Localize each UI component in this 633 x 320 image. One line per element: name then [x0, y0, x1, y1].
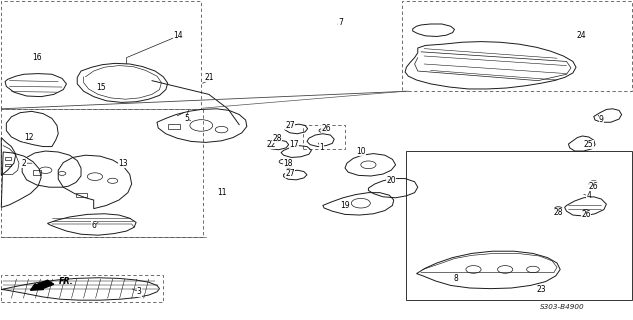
Text: 27: 27 [285, 121, 295, 130]
Text: 9: 9 [599, 115, 604, 124]
Text: 22: 22 [266, 140, 276, 149]
Text: 24: 24 [576, 31, 586, 40]
Text: 5: 5 [184, 114, 189, 123]
Text: 25: 25 [584, 140, 594, 149]
Text: 13: 13 [118, 159, 128, 168]
Text: 19: 19 [340, 201, 350, 210]
Bar [1, 1, 201, 109]
Bar [303, 125, 345, 149]
Text: 28: 28 [553, 208, 563, 217]
Bar [1, 109, 203, 237]
Bar [402, 1, 632, 91]
Text: 7: 7 [338, 18, 343, 27]
Text: 27: 27 [285, 169, 295, 178]
Bar [5, 157, 11, 160]
Text: 23: 23 [536, 285, 546, 294]
Text: 26: 26 [589, 182, 599, 191]
Text: 11: 11 [216, 188, 227, 197]
Text: 18: 18 [283, 159, 293, 168]
Bar [1, 275, 163, 302]
Circle shape [321, 130, 325, 132]
Text: 21: 21 [204, 73, 214, 82]
Text: FR.: FR. [59, 276, 73, 285]
Bar [33, 170, 41, 175]
Text: 6: 6 [91, 221, 96, 230]
Bar [76, 193, 87, 197]
Text: 1: 1 [319, 143, 324, 152]
Text: 17: 17 [289, 140, 299, 149]
Text: 26: 26 [581, 210, 591, 219]
Text: 26: 26 [321, 124, 331, 133]
Text: 16: 16 [32, 53, 42, 62]
Text: 28: 28 [272, 134, 282, 143]
Bar [168, 124, 180, 129]
Text: 10: 10 [356, 147, 366, 156]
Text: 4: 4 [586, 191, 591, 200]
Text: 2: 2 [22, 159, 27, 168]
Text: S303-B4900: S303-B4900 [540, 304, 584, 309]
Circle shape [275, 140, 279, 142]
Bar [406, 151, 632, 300]
Text: 20: 20 [386, 176, 396, 185]
Text: 15: 15 [96, 83, 106, 92]
Text: 12: 12 [23, 133, 34, 142]
FancyArrow shape [30, 280, 54, 290]
Text: 8: 8 [453, 274, 458, 283]
Text: 14: 14 [173, 31, 184, 40]
Bar [5, 164, 11, 166]
Text: 3: 3 [137, 287, 142, 296]
